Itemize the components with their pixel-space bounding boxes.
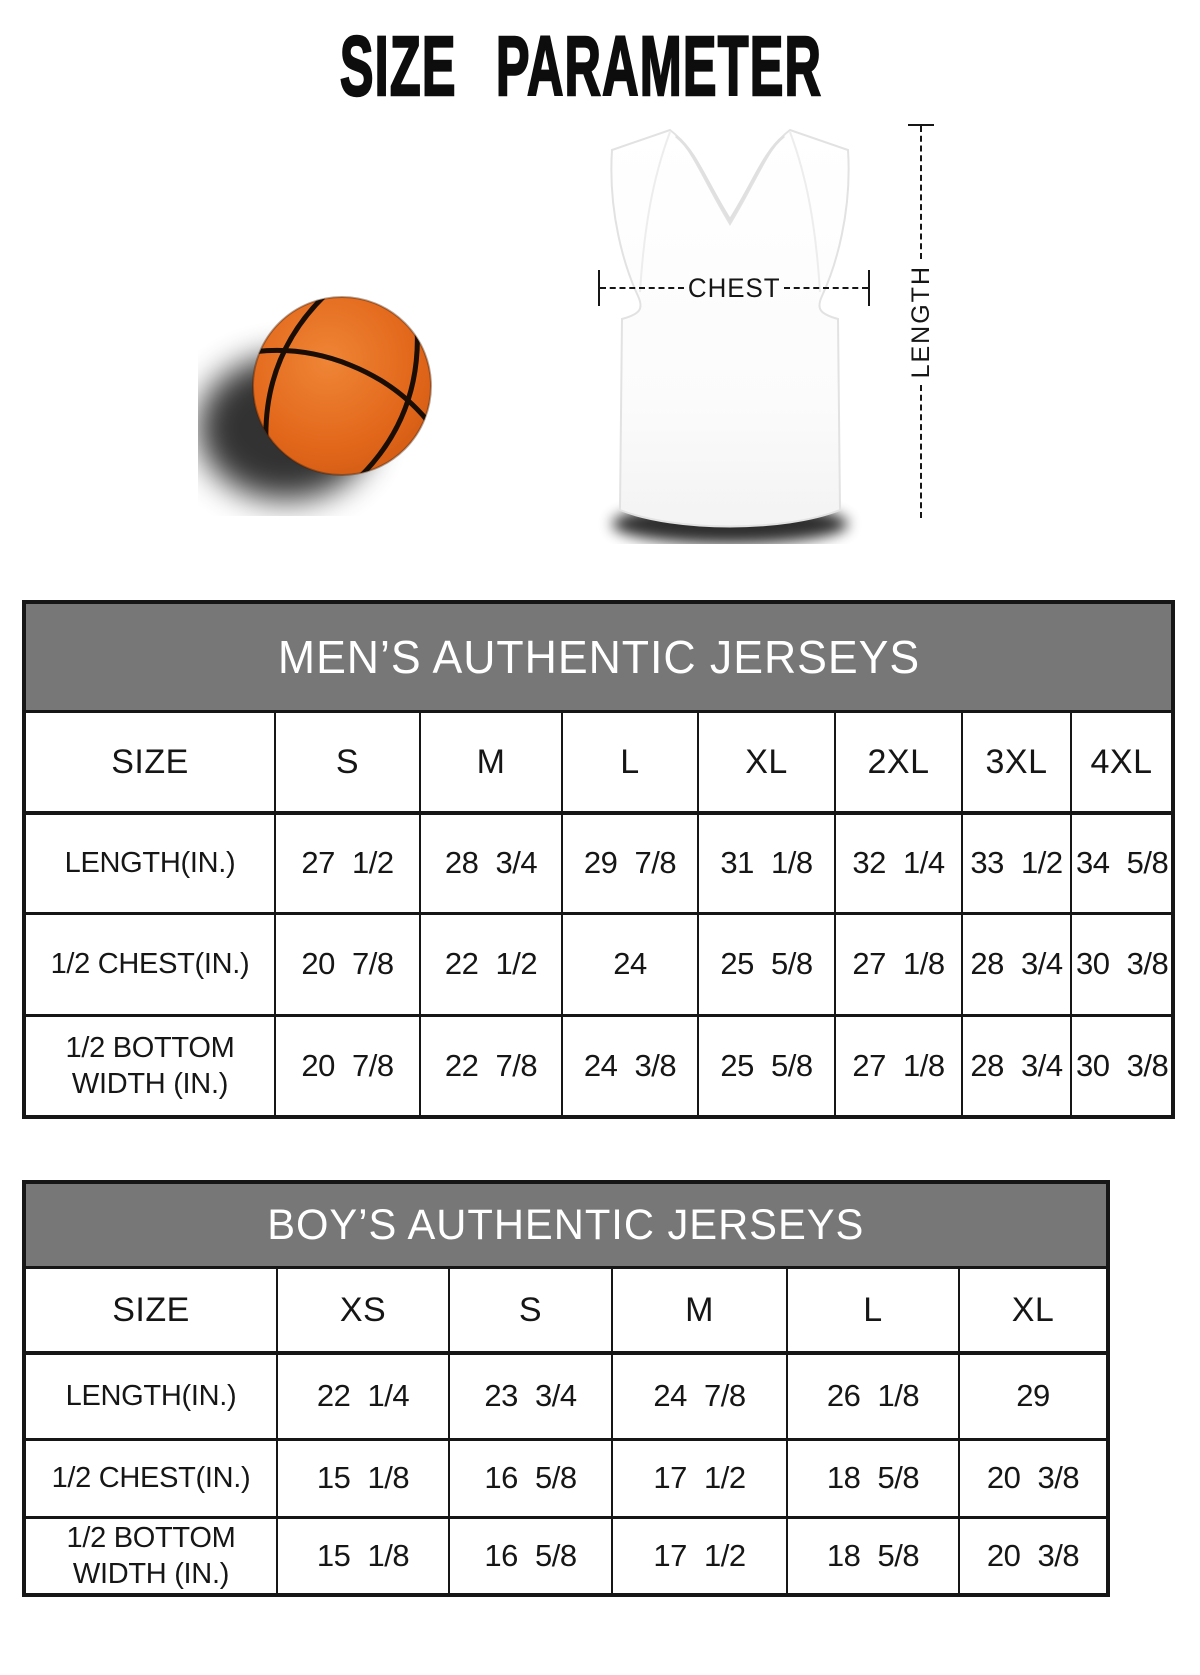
column-header: M — [419, 713, 562, 813]
column-header: 4XL — [1070, 713, 1171, 813]
column-header: XL — [958, 1269, 1106, 1353]
table-row: 1/2 CHEST(IN.) 15 1/8 16 5/8 17 1/2 18 5… — [26, 1437, 1106, 1517]
row-label: 1/2 CHEST(IN.) — [26, 911, 275, 1015]
measure-dash-line — [784, 287, 869, 289]
mens-header-row: SIZE S M L XL 2XL 3XL 4XL — [26, 713, 1171, 813]
size-value-cell: 18 5/8 — [786, 1515, 959, 1593]
size-value-cell: 20 7/8 — [274, 1013, 420, 1115]
size-value-cell: 29 — [958, 1351, 1106, 1439]
size-value-cell: 27 1/2 — [274, 811, 420, 913]
size-value-cell: 33 1/2 — [961, 811, 1071, 913]
measure-tick — [868, 270, 871, 306]
boys-table-header-band: BOY’S AUTHENTIC JERSEYS — [26, 1184, 1106, 1269]
jersey-icon — [610, 128, 850, 544]
measure-dash-line — [600, 287, 684, 289]
size-value-cell: 32 1/4 — [834, 811, 962, 913]
measure-dash-line — [920, 126, 922, 260]
size-value-cell: 22 1/4 — [276, 1351, 449, 1439]
column-header: XS — [276, 1269, 449, 1353]
size-value-cell: 24 3/8 — [561, 1013, 698, 1115]
mens-table-header-band: MEN’S AUTHENTIC JERSEYS — [26, 604, 1171, 713]
table-row: 1/2 BOTTOM WIDTH (IN.) 15 1/8 16 5/8 17 … — [26, 1515, 1106, 1593]
measure-dash-line — [920, 384, 922, 518]
column-header: XL — [697, 713, 835, 813]
size-value-cell: 31 1/8 — [697, 811, 835, 913]
length-measure-annotation: LENGTH — [898, 124, 944, 518]
chest-label: CHEST — [687, 272, 781, 303]
size-value-cell: 26 1/8 — [786, 1351, 959, 1439]
table-row: 1/2 CHEST(IN.) 20 7/8 22 1/2 24 25 5/8 2… — [26, 911, 1171, 1015]
size-value-cell: 27 1/8 — [834, 1013, 962, 1115]
column-header: L — [561, 713, 698, 813]
size-value-cell: 15 1/8 — [276, 1515, 449, 1593]
row-label: LENGTH(IN.) — [26, 811, 275, 913]
size-value-cell: 16 5/8 — [448, 1515, 612, 1593]
size-value-cell: 29 7/8 — [561, 811, 698, 913]
column-header: L — [786, 1269, 959, 1353]
column-header: S — [448, 1269, 612, 1353]
size-value-cell: 24 — [561, 911, 698, 1015]
size-value-cell: 28 3/4 — [961, 911, 1071, 1015]
row-label: 1/2 CHEST(IN.) — [26, 1437, 277, 1517]
column-header: M — [611, 1269, 787, 1353]
size-value-cell: 20 3/8 — [958, 1437, 1106, 1517]
size-value-cell: 16 5/8 — [448, 1437, 612, 1517]
size-value-cell: 27 1/8 — [834, 911, 962, 1015]
basketball-icon — [198, 286, 432, 500]
measure-tick — [598, 270, 600, 306]
size-value-cell: 23 3/4 — [448, 1351, 612, 1439]
row-label: LENGTH(IN.) — [26, 1351, 277, 1439]
size-value-cell: 22 1/2 — [419, 911, 562, 1015]
size-value-cell: 28 3/4 — [961, 1013, 1071, 1115]
column-header: 3XL — [961, 713, 1071, 813]
mens-table-title: MEN’S AUTHENTIC JERSEYS — [277, 631, 920, 683]
table-row: LENGTH(IN.) 22 1/4 23 3/4 24 7/8 26 1/8 … — [26, 1351, 1106, 1439]
boys-table-title: BOY’S AUTHENTIC JERSEYS — [267, 1200, 865, 1249]
row-label: 1/2 BOTTOM WIDTH (IN.) — [26, 1515, 277, 1593]
size-value-cell: 30 3/8 — [1070, 911, 1171, 1015]
size-value-cell: 25 5/8 — [697, 1013, 835, 1115]
size-value-cell: 22 7/8 — [419, 1013, 562, 1115]
size-value-cell: 15 1/8 — [276, 1437, 449, 1517]
size-value-cell: 34 5/8 — [1070, 811, 1171, 913]
size-value-cell: 17 1/2 — [611, 1515, 787, 1593]
boys-header-row: SIZE XS S M L XL — [26, 1269, 1106, 1353]
chest-measure-annotation: CHEST — [598, 268, 871, 308]
size-value-cell: 30 3/8 — [1070, 1013, 1171, 1115]
size-value-cell: 20 3/8 — [958, 1515, 1106, 1593]
size-value-cell: 18 5/8 — [786, 1437, 959, 1517]
table-row: LENGTH(IN.) 27 1/2 28 3/4 29 7/8 31 1/8 … — [26, 811, 1171, 913]
size-value-cell: 28 3/4 — [419, 811, 562, 913]
size-value-cell: 24 7/8 — [611, 1351, 787, 1439]
mens-size-table: MEN’S AUTHENTIC JERSEYS SIZE S M L XL 2X… — [22, 600, 1175, 1119]
column-header: S — [274, 713, 420, 813]
length-label: LENGTH — [906, 265, 935, 379]
row-label: 1/2 BOTTOM WIDTH (IN.) — [26, 1013, 275, 1115]
size-value-cell: 25 5/8 — [697, 911, 835, 1015]
column-header: SIZE — [111, 742, 189, 781]
size-value-cell: 20 7/8 — [274, 911, 420, 1015]
measure-tick — [908, 124, 934, 126]
table-row: 1/2 BOTTOM WIDTH (IN.) 20 7/8 22 7/8 24 … — [26, 1013, 1171, 1115]
page-title: SIZE PARAMETER — [339, 19, 823, 113]
column-header: SIZE — [112, 1290, 190, 1329]
column-header: 2XL — [834, 713, 962, 813]
size-value-cell: 17 1/2 — [611, 1437, 787, 1517]
boys-size-table: BOY’S AUTHENTIC JERSEYS SIZE XS S M L XL — [22, 1180, 1110, 1597]
